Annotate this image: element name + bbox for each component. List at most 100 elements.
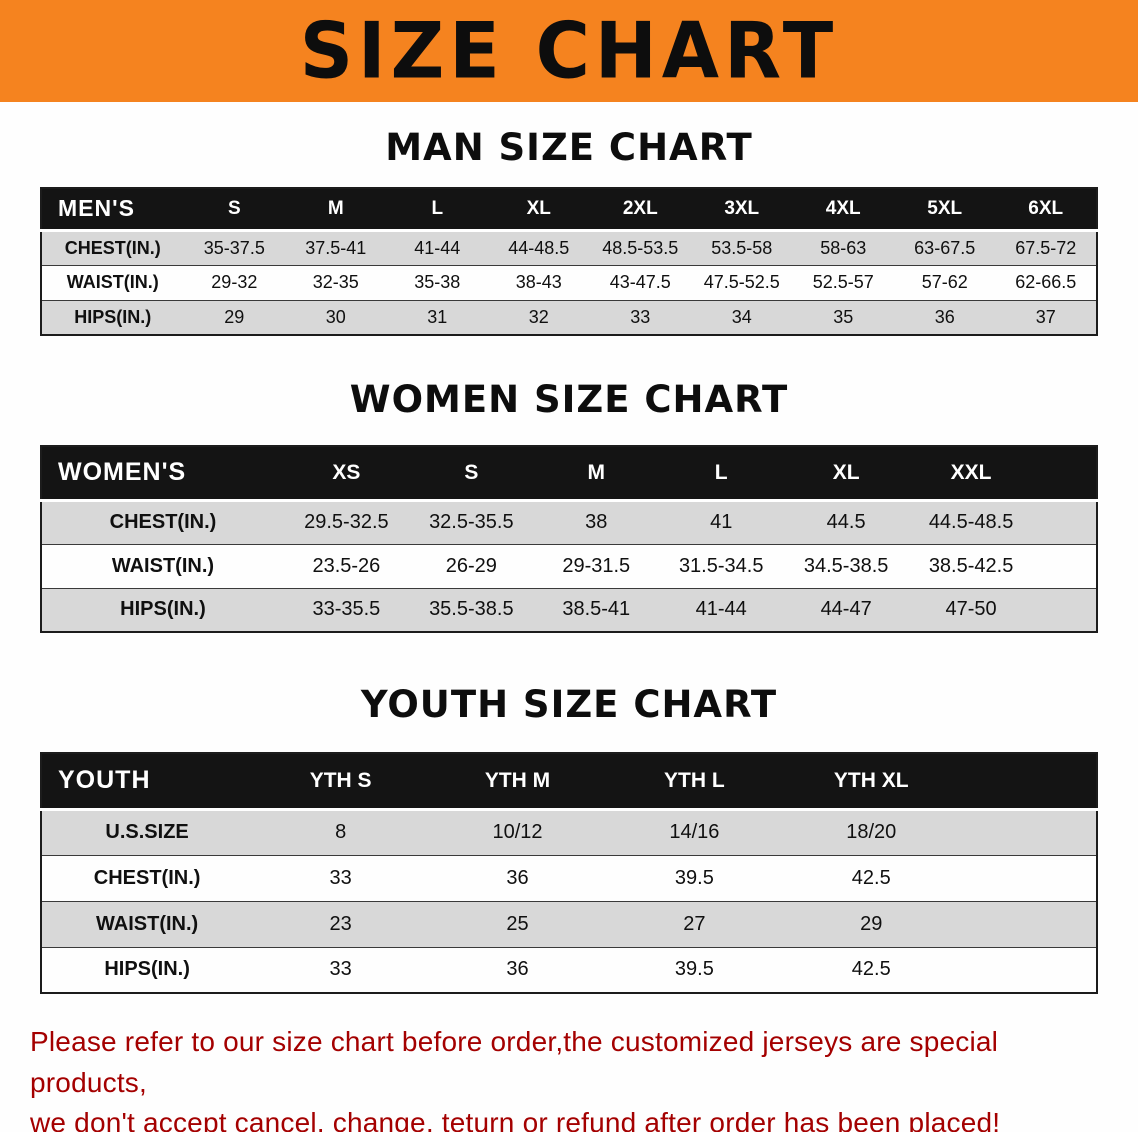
size-column-header: YTH M	[429, 753, 606, 811]
size-column-header: XL	[488, 188, 590, 232]
row-label-cell: WAIST(IN.)	[41, 543, 284, 588]
youth-size-section: YOUTH SIZE CHART YOUTH YTH S YTH M YTH L YTH …	[0, 683, 1138, 994]
size-value-cell: 30	[285, 299, 387, 335]
size-value-cell: 23.5-26	[283, 543, 409, 588]
table-row: U.S.SIZE 8 10/12 14/16 18/20	[41, 809, 1097, 855]
size-value-cell: 32-35	[285, 264, 387, 300]
header-row: MEN'S S M L XL 2XL 3XL 4XL 5XL 6XL	[41, 188, 1097, 232]
youth-section-heading: YOUTH SIZE CHART	[360, 683, 778, 726]
size-value-cell: 39.5	[605, 854, 783, 901]
size-value-cell: 62-66.5	[995, 264, 1097, 300]
size-value-cell: 36	[429, 854, 606, 901]
table-row: CHEST(IN.) 33 36 39.5 42.5	[41, 854, 1097, 901]
table-label-header: WOMEN'S	[41, 446, 284, 502]
women-table-header: WOMEN'S XS S M L XL XXL	[41, 446, 1097, 502]
size-value-cell: 25	[429, 900, 606, 947]
size-column-header: S	[183, 188, 286, 232]
size-value-cell: 34.5-38.5	[783, 543, 909, 588]
size-column-header: XL	[783, 446, 909, 502]
size-column-header: 2XL	[589, 188, 691, 232]
size-value-cell: 44-48.5	[508, 237, 570, 258]
size-value-cell: 41-44	[658, 587, 784, 632]
size-value-cell: 44.5	[826, 511, 866, 533]
size-column-header: YTH S	[252, 753, 430, 811]
size-value-cell: 29	[183, 299, 286, 335]
size-value-cell: 44.5-48.5	[928, 511, 1014, 533]
size-value-cell: 18/20	[846, 821, 897, 843]
size-value-cell: 58-63	[820, 237, 867, 258]
size-value-cell: 63-67.5	[914, 237, 976, 258]
size-value-cell: 31	[386, 299, 489, 335]
youth-table-header: YOUTH YTH S YTH M YTH L YTH XL	[41, 753, 1097, 811]
row-label-cell: WAIST(IN.)	[41, 264, 184, 300]
table-row: HIPS(IN.) 33 36 39.5 42.5	[41, 946, 1097, 993]
men-size-section: MAN SIZE CHART MEN'S S M L XL 2XL 3XL 4XL 5XL 6XL C…	[0, 126, 1138, 336]
sections-container: MAN SIZE CHART MEN'S S M L XL 2XL 3XL 4XL 5XL 6XL C…	[0, 126, 1138, 994]
table-row: WAIST(IN.) 23.5-26 26-29 29-31.5 31.5-34.5 34…	[41, 543, 1097, 588]
size-value-cell: 44-47	[783, 587, 909, 632]
size-value-cell: 34	[691, 299, 793, 335]
women-size-table: WOMEN'S XS S M L XL XXL CHEST(IN.) 29.5-32.5 32.5…	[40, 445, 1098, 633]
disclaimer-line-1: Please refer to our size chart before or…	[30, 1026, 999, 1098]
row-label-cell: HIPS(IN.)	[41, 587, 284, 632]
size-value-cell: 37.5-41	[305, 237, 367, 258]
women-table-body: CHEST(IN.) 29.5-32.5 32.5-35.5 38 41 44.5 44.5…	[41, 500, 1097, 632]
row-filler	[1033, 587, 1097, 632]
size-value-cell: 47-50	[908, 587, 1034, 632]
size-value-cell: 33	[589, 299, 691, 335]
table-row: HIPS(IN.) 33-35.5 35.5-38.5 38.5-41 41-44 44-…	[41, 587, 1097, 632]
row-filler	[959, 854, 1097, 901]
size-chart-banner: SIZE CHART	[0, 0, 1138, 102]
size-column-header: L	[386, 188, 489, 232]
size-value-cell: 41	[710, 511, 733, 533]
size-value-cell: 38.5-42.5	[908, 543, 1034, 588]
men-size-table: MEN'S S M L XL 2XL 3XL 4XL 5XL 6XL CHEST(IN.) 35-37…	[40, 187, 1098, 336]
men-section-heading: MAN SIZE CHART	[385, 126, 753, 169]
size-value-cell: 36	[429, 946, 606, 993]
size-value-cell: 38-43	[488, 264, 590, 300]
table-row: WAIST(IN.) 29-32 32-35 35-38 38-43 43-47.5 47.…	[41, 264, 1097, 300]
size-value-cell: 36	[893, 299, 996, 335]
size-value-cell: 41-44	[414, 237, 461, 258]
women-section-heading: WOMEN SIZE CHART	[349, 378, 789, 421]
size-column-header: YTH L	[605, 753, 783, 811]
header-filler	[959, 753, 1097, 811]
size-column-header: 4XL	[792, 188, 894, 232]
banner-title: SIZE CHART	[299, 5, 839, 97]
size-column-header: 5XL	[893, 188, 996, 232]
disclaimer: Please refer to our size chart before or…	[30, 1022, 1112, 1132]
size-value-cell: 38.5-41	[533, 587, 659, 632]
size-value-cell: 29	[782, 900, 960, 947]
youth-table-body: U.S.SIZE 8 10/12 14/16 18/20 CHEST(IN.) 33 36 39…	[41, 809, 1097, 993]
size-value-cell: 48.5-53.5	[602, 237, 679, 258]
row-filler	[959, 946, 1097, 993]
size-value-cell: 32	[488, 299, 590, 335]
size-value-cell: 35-38	[386, 264, 489, 300]
table-label-header: YOUTH	[41, 753, 253, 811]
size-value-cell: 35	[792, 299, 894, 335]
size-column-header: S	[408, 446, 534, 502]
men-table-body: CHEST(IN.) 35-37.5 37.5-41 41-44 44-48.5 48.5…	[41, 230, 1097, 335]
men-table-header: MEN'S S M L XL 2XL 3XL 4XL 5XL 6XL	[41, 188, 1097, 232]
size-value-cell: 52.5-57	[792, 264, 894, 300]
row-filler	[1034, 500, 1097, 544]
size-value-cell: 32.5-35.5	[429, 511, 514, 533]
size-value-cell: 23	[252, 900, 430, 947]
table-row: CHEST(IN.) 29.5-32.5 32.5-35.5 38 41 44.5 44.5…	[41, 500, 1097, 544]
size-value-cell: 10/12	[492, 821, 543, 843]
size-column-header: YTH XL	[782, 753, 960, 811]
size-value-cell: 42.5	[782, 946, 960, 993]
size-value-cell: 8	[335, 821, 347, 843]
women-size-section: WOMEN SIZE CHART WOMEN'S XS S M L XL XXL CHEST(I…	[0, 378, 1138, 633]
row-label-cell: HIPS(IN.)	[41, 299, 184, 335]
size-value-cell: 14/16	[669, 821, 720, 843]
size-column-header: 6XL	[995, 188, 1097, 232]
size-value-cell: 26-29	[408, 543, 534, 588]
size-value-cell: 39.5	[605, 946, 783, 993]
size-value-cell: 33	[252, 946, 430, 993]
size-value-cell: 37	[995, 299, 1097, 335]
size-column-header: 3XL	[691, 188, 793, 232]
disclaimer-line-2: we don't accept cancel, change, teturn o…	[30, 1107, 1001, 1132]
size-value-cell: 29.5-32.5	[304, 511, 389, 533]
